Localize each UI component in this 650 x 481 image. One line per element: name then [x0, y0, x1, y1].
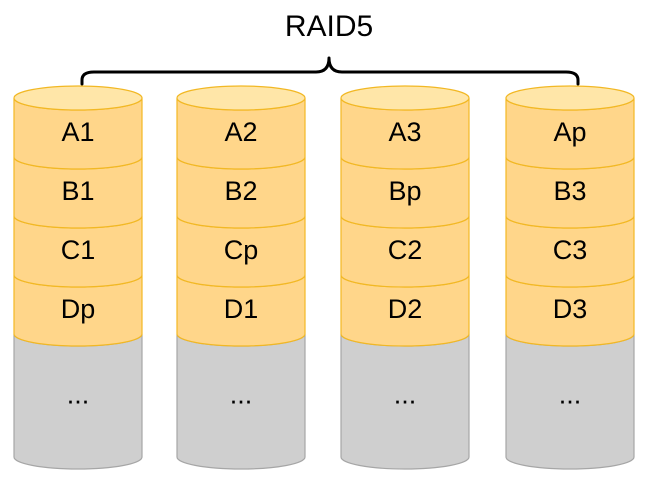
data-block-label: D3 — [553, 294, 588, 324]
data-block-label: B2 — [224, 176, 257, 206]
data-block-label: Ap — [553, 117, 586, 147]
disk-continuation-label: ... — [559, 380, 582, 410]
disk-1: ... Dp C1 B1 A1 — [13, 85, 143, 470]
disk-top-cap — [340, 85, 470, 111]
data-block-label: Dp — [61, 294, 96, 324]
data-block-label: D1 — [224, 294, 259, 324]
array-brace — [80, 56, 580, 86]
disk-continuation-label: ... — [230, 380, 253, 410]
data-block-label: A1 — [61, 117, 94, 147]
data-block-label: A3 — [388, 117, 421, 147]
data-block-label: Cp — [224, 235, 259, 265]
disk-top-cap — [176, 85, 306, 111]
disk-group: ... Dp C1 B1 A1... D1 Cp B2 A2... D2 C2 Bp A3... D3 C3… — [13, 85, 635, 470]
data-block-label: C2 — [388, 235, 423, 265]
disk-continuation-label: ... — [394, 380, 417, 410]
data-block-label: C1 — [61, 235, 96, 265]
disk-2: ... D1 Cp B2 A2 — [176, 85, 306, 470]
data-block-label: B3 — [553, 176, 586, 206]
data-block-label: C3 — [553, 235, 588, 265]
data-block-label: A2 — [224, 117, 257, 147]
disk-4: ... D3 C3 B3 Ap — [505, 85, 635, 470]
diagram-title: RAID5 — [285, 10, 373, 43]
disk-top-cap — [505, 85, 635, 111]
data-block-label: Bp — [388, 176, 421, 206]
data-block-label: D2 — [388, 294, 423, 324]
disk-3: ... D2 C2 Bp A3 — [340, 85, 470, 470]
disk-continuation-label: ... — [67, 380, 90, 410]
disk-top-cap — [13, 85, 143, 111]
data-block-label: B1 — [61, 176, 94, 206]
